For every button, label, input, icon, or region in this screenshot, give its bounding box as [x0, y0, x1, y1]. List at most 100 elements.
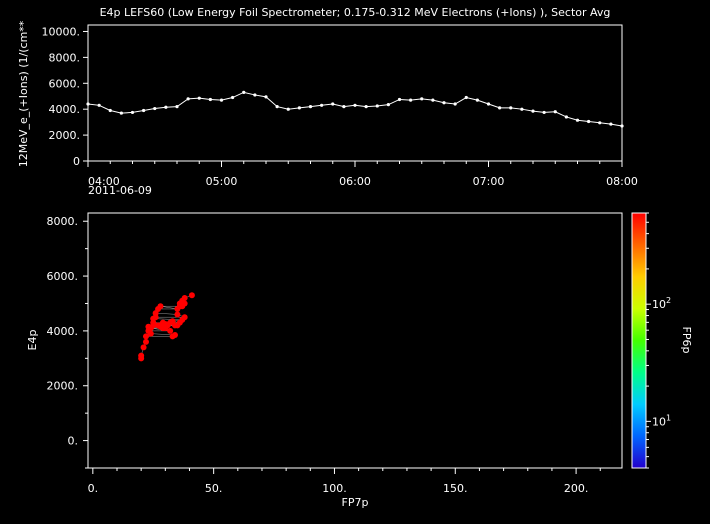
top-series-point	[264, 95, 268, 99]
scatter-point	[181, 314, 188, 321]
top-series-point	[409, 98, 413, 102]
top-series-point	[486, 102, 491, 106]
top-series-point	[598, 121, 602, 125]
top-series-point	[253, 93, 257, 97]
top-series-point	[231, 95, 235, 100]
scatter-point	[157, 303, 164, 310]
top-series-point	[208, 97, 212, 102]
top-series-point	[286, 107, 290, 111]
top-series-point	[531, 109, 535, 113]
top-series-point	[587, 119, 591, 124]
bottom-y-tick-label: 6000.	[47, 270, 79, 283]
colorbar-frame	[631, 212, 647, 469]
top-y-tick-label: 4000.	[49, 103, 81, 116]
bottom-y-tick-label: 4000.	[47, 325, 79, 338]
top-series-point	[498, 106, 502, 110]
top-series-point	[130, 110, 135, 115]
scatter-point	[159, 325, 166, 332]
top-x-tick-label: 08:00	[606, 175, 638, 188]
bottom-y-tick-label: 0.	[68, 435, 79, 448]
top-series-point	[397, 97, 402, 102]
top-series-point	[142, 108, 146, 113]
top-series-point	[475, 98, 479, 102]
bottom-y-axis: 0. 2000. 4000. 6000. 8000.	[47, 215, 88, 469]
scatter-point	[167, 327, 174, 334]
top-x-axis: 04:00 05:00 06:00 07:00 08:00	[87, 161, 638, 188]
top-series-point	[420, 97, 424, 101]
top-y-tick-label: 0	[73, 155, 80, 168]
colorbar-tick-label: 101	[652, 413, 671, 428]
top-series-point	[275, 105, 279, 109]
top-series-point	[386, 103, 390, 107]
top-x-tick-label: 05:00	[206, 175, 238, 188]
top-series-point	[86, 102, 90, 106]
top-x-tick-label: 07:00	[473, 175, 505, 188]
colorbar: 101 102 FP6p	[631, 212, 693, 469]
scatter-point	[140, 344, 147, 351]
top-series-point	[342, 105, 346, 109]
top-series-point	[308, 105, 313, 109]
top-series-point	[175, 105, 179, 109]
scatter-point	[142, 338, 149, 345]
top-series-point	[97, 103, 101, 107]
top-series-point	[353, 103, 357, 107]
scatter-point	[174, 322, 181, 329]
top-x-tick-label: 06:00	[339, 175, 371, 188]
top-series-point	[153, 106, 157, 111]
top-series-point	[564, 115, 568, 119]
top-y-axis: 0 2000. 4000. 6000. 8000. 10000.	[42, 25, 88, 168]
top-series-point	[320, 103, 324, 107]
bottom-x-tick-label: 150.	[443, 482, 468, 495]
top-series-point	[509, 106, 513, 110]
bottom-y-tick-label: 2000.	[47, 380, 79, 393]
top-y-axis-label: 12MeV_e_(+Ions) (1/(cm**	[17, 20, 30, 167]
bottom-x-tick-label: 200.	[564, 482, 589, 495]
top-series-point	[242, 90, 246, 94]
top-series-point	[197, 96, 201, 100]
top-y-tick-label: 6000.	[49, 77, 81, 90]
top-series-point	[186, 97, 190, 101]
top-y-tick-label: 10000.	[42, 25, 81, 38]
top-y-tick-label: 2000.	[49, 129, 81, 142]
scatter-points	[138, 292, 195, 362]
bottom-x-axis-label: FP7p	[342, 496, 369, 509]
top-series-point	[331, 102, 335, 106]
top-series-point	[575, 118, 580, 122]
bottom-y-axis-label: E4p	[26, 330, 39, 351]
top-series-point	[297, 106, 301, 110]
top-series-line	[87, 91, 623, 127]
top-line-plot: 0 2000. 4000. 6000. 8000. 10000. 04:00 05:00 06…	[17, 20, 638, 197]
scatter-point	[138, 352, 145, 359]
scatter-point	[181, 295, 188, 301]
top-series-point	[364, 105, 368, 109]
colorbar-tick-label: 102	[652, 296, 671, 311]
scatter-point	[188, 292, 195, 299]
bottom-x-tick-label: 100.	[322, 482, 347, 495]
scatter-point	[150, 322, 157, 329]
scatter-point	[142, 333, 149, 340]
top-series-point	[553, 110, 557, 114]
top-x-date: 2011-06-09	[88, 184, 152, 197]
colorbar-gradient	[632, 213, 646, 468]
top-series-point	[464, 95, 468, 100]
top-plot-frame	[87, 24, 623, 162]
top-series-point	[542, 110, 546, 115]
top-series-point	[431, 98, 435, 102]
top-series-point	[609, 122, 613, 126]
bottom-x-tick-label: 50.	[205, 482, 223, 495]
colorbar-label: FP6p	[680, 327, 693, 354]
top-series	[86, 90, 624, 128]
bottom-y-tick-label: 8000.	[47, 215, 79, 228]
top-x-tick-label: 04:00	[88, 175, 120, 188]
bottom-plot-frame	[87, 212, 623, 469]
colorbar-ticks: 101 102	[646, 212, 671, 469]
top-series-point	[108, 108, 112, 113]
top-series-point	[620, 124, 624, 128]
top-series-point	[453, 102, 457, 106]
scatter-point	[147, 330, 154, 337]
top-series-point	[442, 101, 446, 105]
scatter-point	[152, 314, 159, 321]
top-series-point	[520, 107, 524, 111]
top-y-tick-label: 8000.	[49, 51, 81, 64]
